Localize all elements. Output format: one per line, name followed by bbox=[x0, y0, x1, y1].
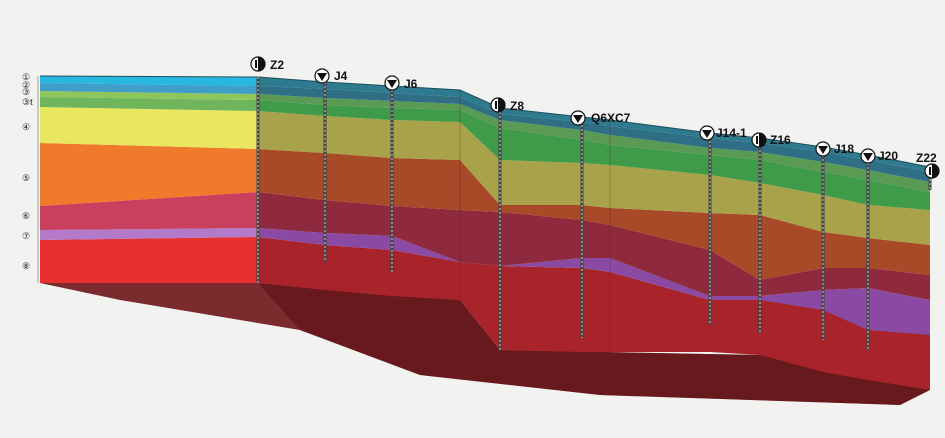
front-layer-1 bbox=[40, 76, 258, 86]
triangle-icon bbox=[702, 130, 712, 138]
layer-label: ③ bbox=[22, 87, 30, 97]
drill-marker-icon bbox=[929, 167, 931, 175]
borehole-z22: Z22 bbox=[916, 151, 940, 190]
layer-label: ③t bbox=[22, 97, 33, 107]
borehole-j14-1: J14-1 bbox=[699, 125, 747, 325]
half-filled-circle-icon bbox=[498, 98, 505, 112]
borehole-q6xc7: Q6XC7 bbox=[570, 110, 631, 338]
layer-label: ⑦ bbox=[22, 231, 30, 241]
front-layer-8 bbox=[40, 237, 258, 283]
front-layer-3t bbox=[40, 97, 258, 111]
borehole-j4: J4 bbox=[314, 68, 348, 262]
side-layer-5 bbox=[258, 149, 930, 280]
borehole-label: Z16 bbox=[770, 133, 791, 147]
half-filled-circle-icon bbox=[932, 164, 939, 178]
borehole-label: J14-1 bbox=[716, 126, 747, 140]
side-layer-3t bbox=[258, 100, 930, 210]
side-layer-6 bbox=[258, 192, 930, 300]
side-layer-4 bbox=[258, 111, 930, 245]
triangle-icon bbox=[387, 80, 397, 88]
layer-label: ② bbox=[22, 80, 30, 90]
layer-label: ⑧ bbox=[22, 261, 30, 271]
borehole-label: J18 bbox=[834, 142, 854, 156]
borehole-label: Z8 bbox=[510, 99, 524, 113]
front-layer-2 bbox=[40, 83, 258, 94]
drill-marker-icon bbox=[495, 101, 497, 109]
front-layer-4 bbox=[40, 107, 258, 149]
front-layer-7 bbox=[40, 228, 258, 240]
drill-marker-icon bbox=[756, 136, 758, 144]
borehole-label: J20 bbox=[878, 149, 898, 163]
drill-marker-icon bbox=[255, 60, 257, 68]
layer-label: ④ bbox=[22, 122, 30, 132]
borehole-j18: J18 bbox=[815, 141, 854, 340]
borehole-j20: J20 bbox=[860, 148, 898, 350]
section-base-shadow-dark bbox=[258, 283, 930, 405]
triangle-icon bbox=[863, 153, 873, 161]
borehole-label: Z22 bbox=[916, 151, 937, 165]
layer-label: ① bbox=[22, 72, 30, 82]
borehole-label: Z2 bbox=[270, 58, 284, 72]
front-face bbox=[40, 76, 258, 283]
borehole-label: J6 bbox=[404, 77, 418, 91]
borehole-z8: Z8 bbox=[490, 97, 524, 350]
layer-label: ⑥ bbox=[22, 211, 30, 221]
layer-label: ⑤ bbox=[22, 173, 30, 183]
triangle-icon bbox=[573, 115, 583, 123]
borehole-z16: Z16 bbox=[751, 132, 791, 333]
side-layer-8 bbox=[258, 237, 930, 390]
borehole-label: Q6XC7 bbox=[591, 111, 631, 125]
half-filled-circle-icon bbox=[759, 133, 766, 147]
boreholes: Z2 J4 J6 Z8 Q6XC7 J14-1 Z16 J18 J20 Z22 bbox=[250, 56, 940, 350]
borehole-label: J4 bbox=[334, 69, 348, 83]
borehole-j6: J6 bbox=[384, 75, 418, 272]
front-layer-5 bbox=[40, 143, 258, 206]
front-layer-6 bbox=[40, 192, 258, 230]
borehole-z2: Z2 bbox=[250, 56, 284, 283]
half-filled-circle-icon bbox=[258, 57, 265, 71]
triangle-icon bbox=[818, 146, 828, 154]
side-layer-7 bbox=[258, 228, 930, 335]
triangle-icon bbox=[317, 73, 327, 81]
